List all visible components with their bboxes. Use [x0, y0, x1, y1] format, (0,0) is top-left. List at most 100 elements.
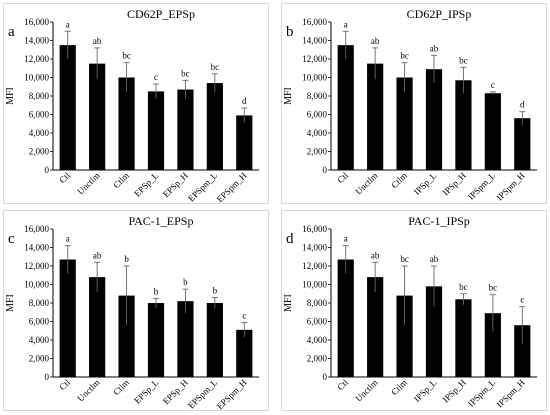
- bar: [89, 277, 106, 377]
- y-tick-label: 6,000: [29, 317, 50, 327]
- y-tick-label: 8,000: [307, 298, 328, 308]
- bar: [337, 45, 354, 170]
- significance-letter: c: [154, 72, 158, 82]
- chart-panel-b: CD62P_IPSp b MFI 0 2,000 4,000 6,000 8,000 10,…: [281, 3, 547, 204]
- x-tick-label: Unctlm: [353, 377, 379, 403]
- y-tick-label: 2,000: [307, 354, 328, 364]
- bar: [147, 91, 165, 170]
- bar: [236, 115, 253, 170]
- significance-letter: bc: [211, 62, 220, 72]
- bar: [425, 69, 443, 170]
- x-tick-label: EPSp_L: [132, 377, 160, 405]
- x-tick-label: Ctlm: [111, 377, 131, 397]
- panel-label: d: [286, 231, 294, 247]
- chart-panel-c: PAC-1_EPSp c MFI 0 2,000 4,000 6,000 8,000 10,…: [3, 210, 269, 411]
- significance-letter: b: [124, 254, 129, 264]
- x-tick-label: EPSpm_L: [186, 377, 219, 410]
- y-tick-label: 12,000: [24, 54, 49, 64]
- bar: [118, 77, 135, 170]
- y-tick-label: 8,000: [29, 298, 50, 308]
- y-tick-label: 2,000: [307, 147, 328, 157]
- bar: [396, 295, 413, 377]
- significance-letter: bc: [400, 254, 409, 264]
- x-tick-label: Ctl: [335, 377, 350, 392]
- bar: [177, 301, 194, 377]
- y-tick-label: 10,000: [24, 73, 49, 83]
- y-tick-label: 4,000: [29, 335, 50, 345]
- x-tick-label: EPSp_L: [132, 170, 160, 198]
- panel-label: a: [8, 24, 15, 40]
- significance-letter: d: [520, 100, 525, 110]
- chart-panel-a: CD62P_EPSp a MFI 0 2,000 4,000 6,000 8,000 10,…: [3, 3, 269, 204]
- x-tick-label: IPSp_H: [441, 377, 469, 405]
- significance-letter: c: [242, 310, 246, 320]
- bar-chart: MFI 0 2,000 4,000 6,000 8,000 10,000 12,000 14,0…: [283, 224, 537, 410]
- y-axis-label: MFI: [5, 87, 16, 105]
- x-tick-label: IPSpm_H: [495, 377, 528, 410]
- bar: [147, 303, 165, 377]
- chart-title: CD62P_EPSp: [126, 7, 196, 21]
- bar: [118, 295, 135, 377]
- y-tick-label: 8,000: [307, 91, 328, 101]
- significance-letter: a: [66, 19, 70, 29]
- x-tick-label: EPSpm_H: [215, 377, 249, 411]
- bar: [367, 277, 384, 377]
- y-tick-label: 0: [323, 165, 328, 175]
- significance-letter: a: [344, 234, 348, 244]
- y-tick-label: 2,000: [29, 147, 50, 157]
- y-axis-label: MFI: [5, 294, 16, 312]
- bar: [206, 83, 223, 170]
- y-tick-label: 4,000: [29, 128, 50, 138]
- significance-letter: ab: [430, 43, 439, 53]
- y-axis-label: MFI: [283, 87, 294, 105]
- y-tick-label: 16,000: [302, 17, 327, 27]
- y-tick-label: 10,000: [24, 280, 49, 290]
- significance-letter: ab: [371, 250, 380, 260]
- bar: [514, 118, 531, 170]
- x-tick-label: EPSpm_L: [186, 170, 219, 203]
- bar: [236, 329, 253, 377]
- bar: [59, 259, 76, 377]
- bar: [59, 45, 76, 170]
- x-tick-label: IPSpm_H: [495, 170, 528, 203]
- significance-letter: b: [183, 277, 188, 287]
- y-tick-label: 14,000: [302, 243, 327, 253]
- y-tick-label: 14,000: [24, 36, 49, 46]
- significance-letter: bc: [459, 55, 468, 65]
- bar: [177, 89, 194, 170]
- x-tick-label: Unctlm: [75, 170, 101, 196]
- y-tick-label: 12,000: [302, 54, 327, 64]
- bar: [484, 313, 501, 377]
- x-tick-label: Unctlm: [353, 170, 379, 196]
- significance-letter: bc: [459, 282, 468, 292]
- x-tick-label: EPSp_H: [161, 377, 190, 406]
- x-tick-label: Ctl: [57, 170, 72, 185]
- bar-chart: MFI 0 2,000 4,000 6,000 8,000 10,000 12,000 14,0…: [5, 17, 259, 204]
- bar: [514, 325, 531, 377]
- x-tick-label: EPSp_H: [161, 170, 190, 199]
- y-tick-label: 6,000: [307, 317, 328, 327]
- y-tick-label: 10,000: [302, 73, 327, 83]
- x-tick-label: Ctlm: [111, 170, 131, 190]
- panel-label: c: [8, 231, 15, 247]
- x-tick-label: Unctlm: [75, 377, 101, 403]
- x-tick-label: Ctl: [335, 170, 350, 185]
- y-axis-label: MFI: [283, 294, 294, 312]
- bar: [89, 63, 106, 170]
- y-tick-label: 0: [45, 165, 50, 175]
- significance-letter: c: [520, 295, 524, 305]
- bar: [455, 299, 472, 377]
- y-tick-label: 16,000: [24, 17, 49, 27]
- y-tick-label: 6,000: [307, 110, 328, 120]
- x-tick-label: IPSp_L: [412, 170, 439, 197]
- y-tick-label: 8,000: [29, 91, 50, 101]
- x-tick-label: IPSpm_L: [466, 170, 497, 201]
- significance-letter: bc: [181, 68, 190, 78]
- significance-letter: a: [344, 19, 348, 29]
- x-tick-label: EPSpm_H: [215, 170, 249, 204]
- significance-letter: bc: [400, 51, 409, 61]
- bar: [367, 63, 384, 170]
- y-tick-label: 4,000: [307, 335, 328, 345]
- significance-letter: ab: [371, 36, 380, 46]
